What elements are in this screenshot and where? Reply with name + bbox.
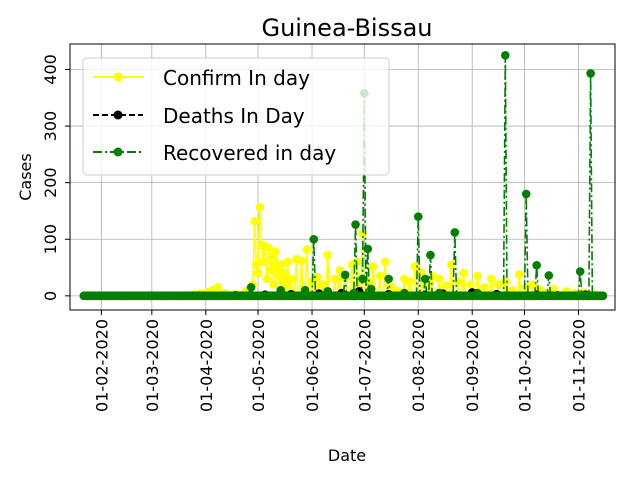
x-tick-label: 01-03-2020: [143, 319, 162, 412]
y-tick-label: 200: [41, 167, 60, 198]
legend-marker-recovered: [113, 147, 123, 157]
x-tick-label: 01-02-2020: [92, 319, 111, 412]
data-point: [544, 271, 554, 280]
data-point: [276, 260, 285, 270]
data-point: [501, 51, 510, 60]
data-point: [246, 283, 256, 292]
data-point: [532, 260, 541, 270]
data-point: [297, 256, 306, 266]
data-point: [253, 268, 263, 278]
legend-marker-deaths: [113, 110, 123, 120]
data-point: [380, 257, 390, 267]
data-point: [363, 244, 373, 254]
x-tick-label: 01-11-2020: [569, 319, 588, 412]
data-point: [340, 270, 350, 280]
data-point: [375, 271, 385, 281]
data-point: [278, 277, 287, 287]
x-tick-label: 01-05-2020: [249, 319, 268, 412]
data-point: [447, 260, 456, 270]
data-point: [330, 274, 339, 284]
data-point: [575, 267, 585, 276]
legend-box: [82, 57, 390, 176]
data-point: [426, 250, 435, 260]
data-point: [466, 280, 475, 289]
series-3: [79, 51, 608, 301]
data-point: [420, 274, 430, 284]
data-point: [309, 234, 319, 244]
axes-frame: [69, 43, 616, 311]
data-point: [351, 220, 360, 229]
data-point: [302, 245, 312, 254]
data-point: [368, 262, 378, 271]
data-point: [265, 266, 275, 275]
data-point: [279, 268, 289, 278]
data-point: [405, 277, 414, 287]
x-axis-label: Date: [328, 446, 366, 465]
y-tick-label: 0: [41, 291, 60, 301]
data-point: [487, 274, 496, 284]
data-point: [480, 283, 489, 292]
data-point: [318, 280, 327, 289]
data-point: [323, 250, 333, 260]
data-point: [312, 272, 322, 282]
legend-label-confirm: Confirm In day: [163, 66, 310, 90]
data-point: [441, 281, 451, 290]
y-tick-label: 100: [41, 224, 60, 255]
chart-title: Guinea-Bissau: [261, 14, 432, 42]
data-point: [264, 243, 273, 253]
data-point: [521, 189, 531, 199]
data-point: [473, 271, 482, 281]
legend-label-recovered: Recovered in day: [163, 141, 336, 165]
y-tick-label: 300: [41, 111, 60, 142]
x-tick-label: 01-09-2020: [463, 319, 482, 412]
data-point: [459, 268, 468, 278]
legend-marker-confirm: [113, 72, 123, 82]
data-point: [501, 277, 510, 287]
data-point: [450, 228, 460, 237]
data-point: [258, 257, 268, 267]
data-point: [384, 274, 393, 284]
y-tick-label: 400: [41, 54, 60, 85]
data-point: [494, 280, 503, 289]
data-point: [213, 283, 223, 292]
x-tick-label: 01-04-2020: [197, 319, 216, 412]
data-point: [514, 270, 524, 279]
data-point: [252, 260, 261, 270]
data-point: [413, 212, 423, 221]
data-point: [410, 262, 420, 271]
data-point: [358, 274, 367, 284]
x-tick-label: 01-07-2020: [355, 319, 374, 412]
ticks: 0 100 200 300 400 01-02-2020 01-03-2020 01-04-2…: [41, 54, 588, 412]
data-point: [434, 274, 444, 284]
data-point: [262, 274, 272, 284]
x-tick-label: 01-06-2020: [303, 319, 322, 412]
data-point: [269, 280, 279, 289]
data-point: [271, 247, 280, 257]
y-axis-label: Cases: [16, 153, 35, 201]
data-point: [250, 216, 259, 226]
plot-area: [79, 51, 608, 301]
x-tick-label: 01-10-2020: [515, 319, 534, 412]
data-point: [255, 202, 265, 212]
data-point: [283, 257, 292, 267]
data-point: [366, 284, 376, 294]
data-point: [586, 69, 595, 78]
data-point: [286, 274, 296, 284]
x-tick-label: 01-08-2020: [409, 319, 428, 412]
legend: Confirm In day Deaths In Day Recovered i…: [82, 57, 390, 176]
data-point: [598, 291, 608, 301]
legend-label-deaths: Deaths In Day: [163, 104, 305, 128]
